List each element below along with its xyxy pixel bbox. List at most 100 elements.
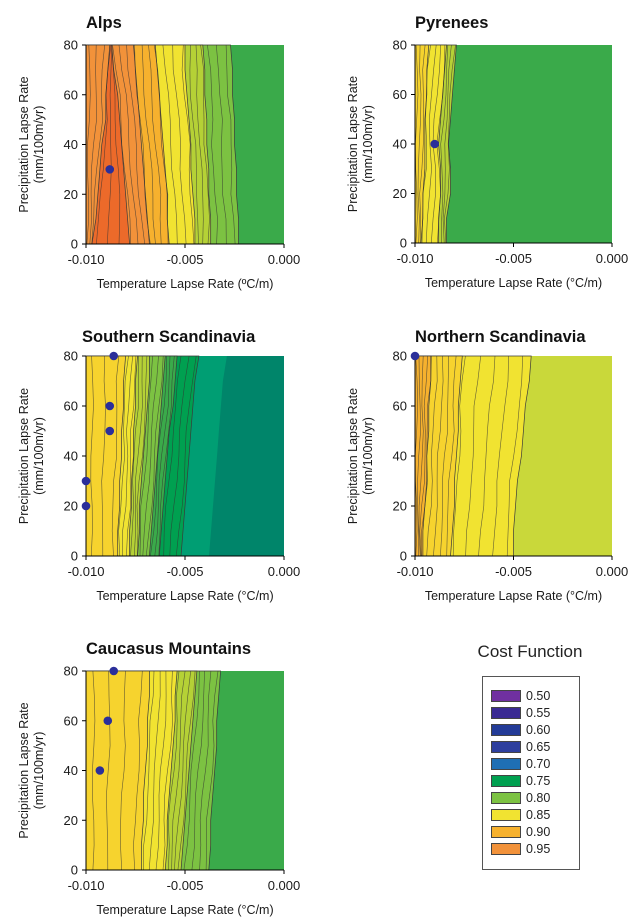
legend-box: 0.50 0.55 0.60 0.65 0.70 0.75 0.80 0.85 0.90 0.95 [482,676,580,870]
contour-line [177,670,196,871]
y-tick-label: 40 [393,137,407,152]
y-tick-label: 80 [393,349,407,364]
contour-line [419,44,426,244]
y-tick-label: 60 [393,399,407,414]
contour-line [126,44,145,245]
panel-title: Caucasus Mountains [86,640,251,658]
contour-line [433,355,444,557]
legend-label: 0.65 [526,740,551,754]
legend-swatch [491,690,521,702]
optimum-point [81,476,91,486]
y-tick-label: 60 [64,87,78,102]
legend-label: 0.50 [526,689,551,703]
y-tick-label: 0 [400,549,407,564]
contour-line [506,355,523,557]
y-tick-label: 20 [393,499,407,514]
contour-line [418,355,424,557]
y-tick-label: 20 [393,186,407,201]
y-tick-label: 80 [64,38,78,53]
contour-line [155,670,167,871]
contour-line [446,355,457,557]
legend-swatch [491,758,521,770]
contour-line [205,670,219,871]
contour-line [444,44,456,244]
panel-title: Northern Scandinavia [415,328,586,346]
contour-line [158,355,175,557]
optimum-point [103,716,113,726]
legend-title: Cost Function [477,642,583,661]
legend-item: 0.70 [491,757,550,771]
contour-line [122,355,133,557]
x-axis-label: Temperature Lapse Rate (°C/m) [425,276,602,290]
x-tick-label: -0.010 [397,564,434,579]
legend-label: 0.60 [526,723,551,737]
contour-line [195,44,204,245]
legend-label: 0.70 [526,757,551,771]
contour-line [417,355,421,557]
legend-item: 0.75 [491,774,550,788]
contour-line [163,355,182,557]
legend-label: 0.55 [526,706,551,720]
y-tick-label: 20 [64,187,78,202]
contour-line [126,355,137,557]
legend-label: 0.75 [526,774,551,788]
contour-line [225,44,236,245]
legend-item: 0.55 [491,706,550,720]
legend-item: 0.80 [491,791,550,805]
legend-swatch [491,843,521,855]
contour-line [440,44,449,244]
x-axis-label: Temperature Lapse Rate (°C/m) [96,589,273,603]
optimum-point [109,351,119,361]
contour-line [417,44,422,244]
contour-line [130,355,139,557]
y-tick-label: 80 [64,349,78,364]
y-tick-label: 60 [64,399,78,414]
legend-label: 0.85 [526,808,551,822]
contour-line [134,44,151,245]
y-axis-label-units: (mm/100m/yr) [361,105,375,183]
contour-line [465,355,481,557]
legend-swatch [491,826,521,838]
x-tick-label: 0.000 [268,878,301,893]
y-axis-label-units: (mm/100m/yr) [32,732,46,810]
legend-swatch [491,724,521,736]
contour-line [200,44,210,245]
y-tick-label: 40 [64,137,78,152]
x-tick-label: -0.010 [68,252,105,267]
x-axis-label: Temperature Lapse Rate (°C/m) [425,589,602,603]
contour-line [426,355,438,557]
contour-line [216,44,227,245]
y-tick-label: 40 [64,449,78,464]
contour-line [162,44,178,245]
band-fill [85,670,150,871]
contour-line [169,355,190,557]
legend-item: 0.95 [491,842,550,856]
y-axis-label: Precipitation Lapse Rate [346,76,360,212]
contour-line [112,44,131,245]
contour-line [440,355,449,557]
legend-swatch [491,707,521,719]
x-tick-label: 0.000 [596,251,629,266]
y-tick-label: 0 [400,236,407,251]
y-axis-label-units: (mm/100m/yr) [32,106,46,184]
panel-0: 0 20 40 60 80 -0.010 -0.005 0.000 Alps Temperatur… [17,14,300,291]
x-tick-label: -0.005 [167,564,204,579]
panel-1: 0 20 40 60 80 -0.010 -0.005 0.000 Pyrenees Temper… [346,14,628,290]
x-tick-label: -0.005 [495,564,532,579]
panel-4: 0 20 40 60 80 -0.010 -0.005 0.000 Caucasus Mount… [17,640,300,917]
x-tick-label: -0.005 [167,878,204,893]
contour-line [134,355,143,557]
contour-line [96,44,112,245]
legend-item: 0.90 [491,825,550,839]
x-tick-label: 0.000 [596,564,629,579]
contour-line [154,355,171,557]
contour-line [176,355,197,557]
contour-line [154,44,169,245]
y-tick-label: 20 [64,499,78,514]
contour-line [183,670,200,871]
panel-title: Alps [86,14,122,32]
contour-line [189,44,199,245]
panel-3: 0 20 40 60 80 -0.010 -0.005 0.000 Northern Scand… [346,328,628,603]
contour-line [172,44,187,245]
